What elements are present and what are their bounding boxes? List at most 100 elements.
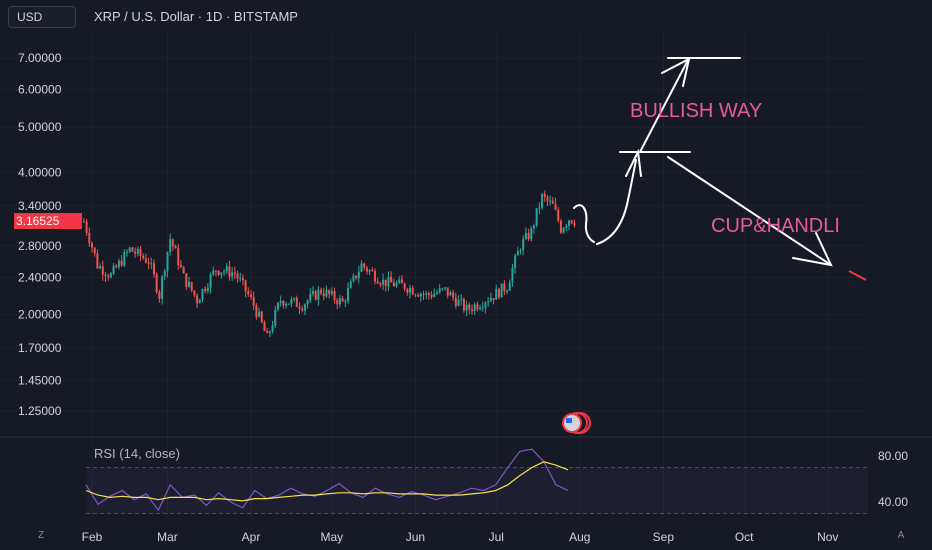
zoom-toggle-button[interactable]: Z [37,530,45,541]
economic-event-icon[interactable] [562,412,591,434]
candle-body [382,279,385,285]
candle-body [239,278,242,280]
candle-body [438,288,441,293]
candle-body [325,290,328,297]
candle-body [247,291,250,295]
candle-body [481,307,484,309]
candle-body [516,251,519,256]
candle-body [430,294,433,297]
candle-body [336,300,339,305]
candle-body [441,288,444,290]
candle-body [554,203,557,210]
candle-body [190,282,193,291]
time-axis[interactable]: Feb Mar Apr May Jun Jul Aug Sep Oct Nov [82,530,839,544]
chart-header: USD XRP / U.S. Dollar · 1D · BITSTAMP [0,0,932,32]
candle-body [476,304,479,310]
candle-body [220,272,223,275]
candle-body [355,275,358,279]
candle-body [152,263,155,275]
time-tick-label: Mar [157,530,178,544]
candle-body [452,292,455,298]
candle-body [387,276,390,287]
rsi-legend-label: RSI (14, close) [94,446,180,461]
candle-body [487,301,490,303]
candle-body [535,208,538,226]
candle-body [406,289,409,293]
candle-body [363,263,366,268]
candle-body [409,287,412,293]
candle-body [427,293,430,295]
auto-scale-button[interactable]: A [897,530,905,541]
candle-body [99,266,102,269]
candle-body [112,265,115,274]
candle-body [198,299,201,304]
drawn-down-line [667,156,832,266]
candle-body [123,251,126,266]
candle-body [357,271,360,279]
rsi-lines [85,448,569,512]
candle-body [206,287,209,291]
candle-body [147,262,150,264]
user-drawings[interactable] [573,57,867,281]
candle-body [201,289,204,300]
drawn-target-line [639,59,689,153]
time-tick-label: Feb [82,530,103,544]
price-tick-label: 4.00000 [18,166,62,180]
rsi-panel [86,467,868,514]
candle-body [508,282,511,291]
candle-body [115,265,118,268]
candle-body [495,288,498,300]
candle-body [196,295,199,304]
bullish-way-annotation[interactable]: BULLISH WAY [630,100,762,122]
candle-body [371,270,374,272]
candle-body [419,293,422,297]
candle-body [209,274,212,288]
rsi-line [85,448,569,512]
candle-body [228,266,231,277]
candle-body [398,279,401,283]
candle-body [293,298,296,300]
candle-body [403,283,406,290]
candle-body [368,270,371,272]
rsi-tick-label: 40.00 [878,495,908,509]
candle-body [185,273,188,287]
candle-body [182,267,185,274]
candle-body [425,293,428,295]
candle-body [379,283,382,285]
rsi-band [86,467,868,514]
currency-button[interactable]: USD [8,6,76,28]
time-tick-label: Aug [569,530,590,544]
candle-body [492,297,495,300]
candle-body [109,273,112,278]
candle-body [479,307,482,310]
candle-body [233,272,236,274]
candle-body [271,325,274,332]
candle-body [177,248,180,266]
candle-body [500,283,503,298]
cup-handle-annotation[interactable]: CUP&HANDLI [711,215,840,237]
candle-body [400,279,403,284]
candle-body [465,304,468,311]
candle-body [562,228,565,233]
candle-body [373,271,376,282]
price-axis[interactable]: 7.00000 6.00000 5.00000 4.00000 3.40000 2.800… [18,51,62,418]
candle-body [449,292,452,296]
candle-body [347,288,350,302]
rsi-axis: 80.00 40.00 [878,449,908,509]
candle-body [565,225,568,229]
candle-body [384,279,387,287]
candle-body [457,299,460,306]
candle-body [568,220,571,226]
candle-body [144,258,147,263]
time-tick-label: Jul [489,530,504,544]
candle-body [120,260,123,266]
candle-body [104,274,107,276]
candle-body [85,221,88,233]
candle-body [446,287,449,296]
candle-body [282,300,285,306]
candle-body [287,303,290,305]
candle-body [557,209,560,221]
candle-body [468,304,471,310]
time-tick-label: Oct [735,530,754,544]
